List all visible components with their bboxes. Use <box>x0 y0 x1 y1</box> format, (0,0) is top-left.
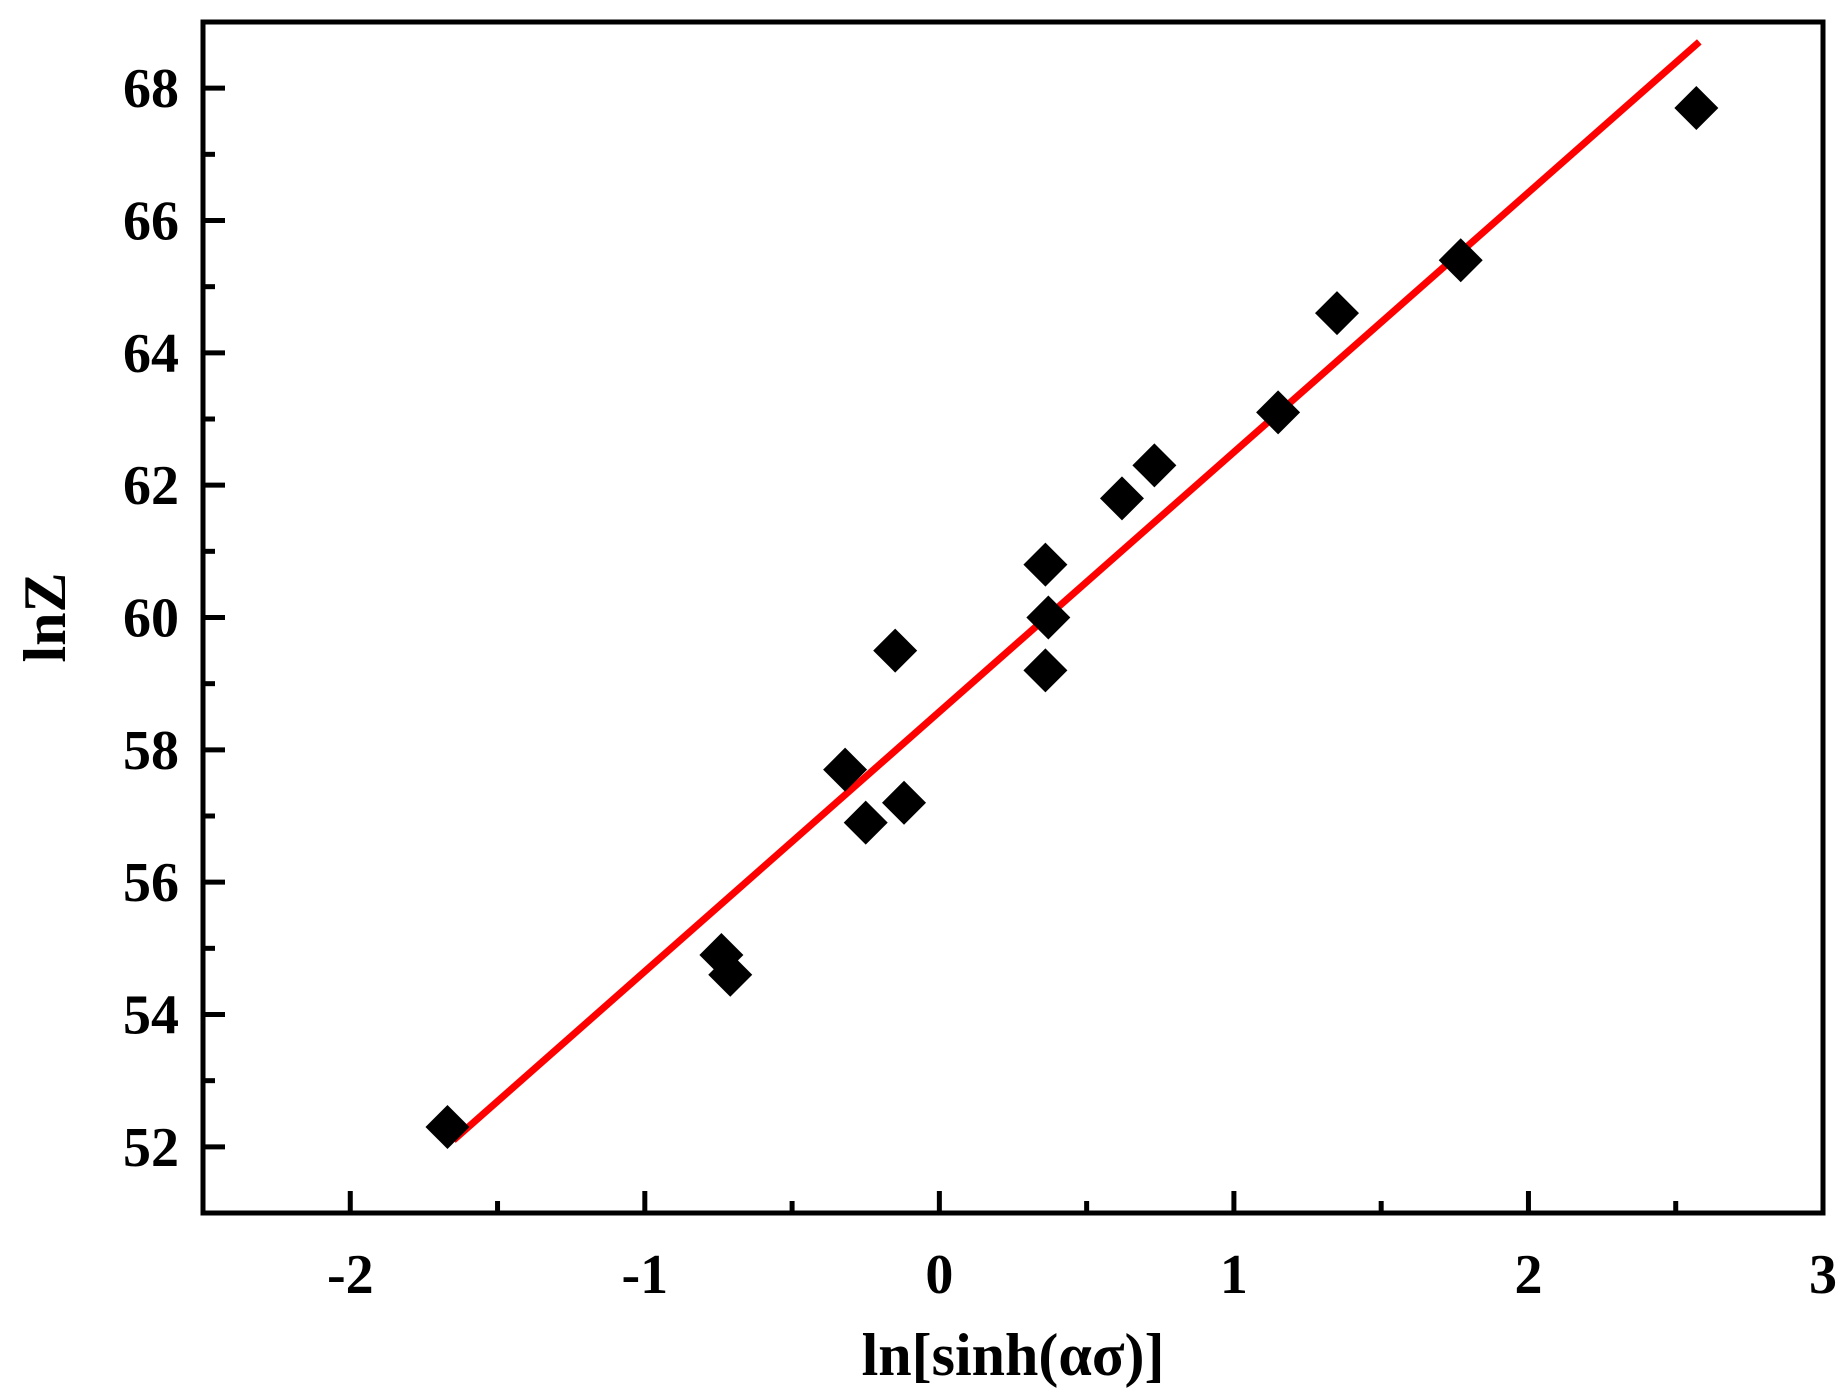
data-point-diamond <box>1026 595 1071 640</box>
x-tick-label: 1 <box>1220 1244 1248 1306</box>
data-point-diamond <box>823 747 868 792</box>
data-point-diamond <box>843 800 888 845</box>
y-tick-label: 64 <box>123 323 179 385</box>
fit-line <box>451 39 1702 1143</box>
y-tick-label: 66 <box>123 191 179 253</box>
plot-frame <box>200 19 1826 1216</box>
x-tick-label: 3 <box>1809 1244 1837 1306</box>
y-tick-label: 52 <box>123 1117 179 1179</box>
data-point-diamond <box>708 952 753 997</box>
fit-line-layer <box>451 39 1702 1143</box>
x-axis-title: ln[sinh(ασ)] <box>862 1322 1165 1388</box>
x-tick-label: -1 <box>621 1244 668 1306</box>
y-tick-label: 58 <box>123 720 179 782</box>
x-tick-label: 2 <box>1514 1244 1542 1306</box>
data-point-diamond <box>1023 648 1068 693</box>
axis-ticks <box>200 19 1826 1216</box>
x-tick-label: 0 <box>925 1244 953 1306</box>
data-point-diamond <box>1099 476 1144 521</box>
data-point-diamond <box>1132 443 1177 488</box>
data-point-diamond <box>1256 390 1301 435</box>
y-axis-title: lnZ <box>12 572 78 662</box>
tick-labels: -2 -1 0 1 2 3 52 54 56 58 60 62 64 66 68 <box>123 58 1837 1306</box>
x-tick-label: -2 <box>327 1244 374 1306</box>
y-tick-label: 68 <box>123 58 179 120</box>
y-tick-label: 54 <box>123 985 179 1047</box>
data-point-diamond <box>425 1104 470 1149</box>
data-point-diamond <box>1438 238 1483 283</box>
data-points-layer <box>425 86 1719 1149</box>
data-point-diamond <box>1315 291 1359 336</box>
y-tick-label: 56 <box>123 852 179 914</box>
data-point-diamond <box>1023 542 1068 587</box>
data-point-diamond <box>882 780 927 825</box>
y-tick-label: 60 <box>123 588 179 650</box>
data-point-diamond <box>1674 86 1719 131</box>
data-point-diamond <box>873 628 918 673</box>
y-tick-label: 62 <box>123 455 179 517</box>
